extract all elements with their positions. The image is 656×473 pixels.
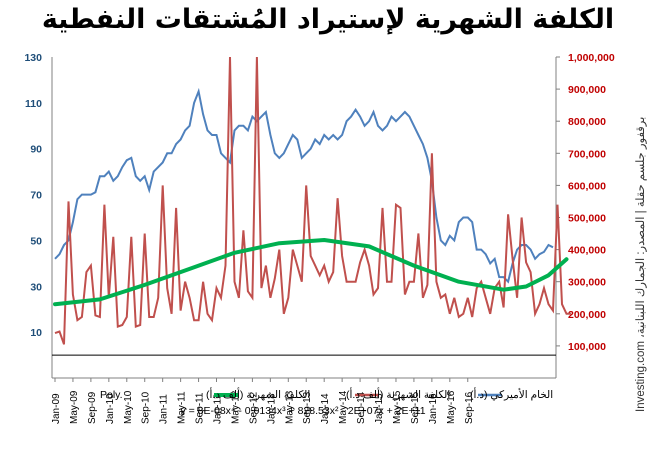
right-tick-label: 1,000,000: [568, 52, 615, 64]
left-tick-label: 70: [30, 190, 42, 202]
x-tick-label: May-16: [446, 390, 457, 424]
series-line-monthly-cost: [54, 56, 571, 345]
x-tick-label: Sep-09: [87, 391, 98, 424]
x-tick-label: Jan-11: [159, 394, 170, 424]
x-tick-label: Jan-12: [213, 393, 224, 424]
legend-label-poly: الكلفة الشهرية (ألف د.أ): [206, 387, 310, 401]
x-tick-label: May-10: [123, 390, 134, 424]
x-tick-label: Jan-10: [105, 393, 116, 424]
x-tick-label: Sep-11: [195, 392, 206, 424]
x-tick-label: Sep-15: [410, 391, 421, 424]
x-tick-label: May-15: [392, 390, 403, 424]
right-tick-label: 900,000: [568, 84, 606, 96]
x-tick-label: Sep-16: [464, 391, 475, 424]
x-tick-label: May-12: [230, 390, 241, 424]
legend-label-cost: الكلفة الشهرية (ألف د.أ): [346, 387, 450, 401]
legend: الخام الأميركي (د.أ) الكلفة الشهرية (ألف…: [100, 387, 553, 417]
right-tick-label: 800,000: [568, 116, 606, 128]
left-tick-label: 50: [30, 235, 42, 247]
x-tick-label: Jan-13: [266, 393, 277, 424]
left-tick-label: 110: [25, 98, 42, 110]
series-line-poly-trend: [53, 238, 569, 307]
right-tick-label: 400,000: [568, 245, 606, 257]
right-tick-label: 600,000: [568, 180, 606, 192]
left-tick-label: 10: [30, 327, 42, 339]
x-tick-label: May-14: [338, 390, 349, 424]
trendline-equation: y = 8E-08x⁴ - 0.0134x³ + 828.53x² - 2E+0…: [180, 405, 425, 417]
x-tick-label: Sep-13: [302, 391, 313, 424]
right-tick-label: 500,000: [568, 213, 606, 225]
legend-label-poly-suffix: Poly.: [100, 389, 123, 401]
legend-label-crude: الخام الأميركي (د.أ): [470, 387, 553, 401]
right-tick-label: 700,000: [568, 148, 606, 160]
right-axis: 100,000 200,000 300,000 400,000 500,000 600,0…: [556, 52, 615, 353]
right-tick-label: 200,000: [568, 309, 606, 321]
x-tick-label: May-13: [284, 390, 295, 424]
x-tick-label: Jan-16: [428, 393, 439, 424]
series-line-crude-oil: [54, 87, 554, 284]
left-axis: 10 30 50 70 90 110 130: [24, 52, 42, 339]
x-tick-label: Sep-12: [248, 391, 259, 424]
x-tick-label: May-11: [177, 391, 188, 424]
x-tick-label: Jan-09: [51, 393, 62, 424]
x-axis: Jan-09 May-09 Sep-09 Jan-10 May-10 Sep-10 Jan-…: [51, 378, 475, 424]
chart-title: الكلفة الشهرية لإستيراد المُشتقات النفطي…: [41, 4, 615, 35]
right-tick-label: 100,000: [568, 341, 606, 353]
left-tick-label: 30: [30, 281, 42, 293]
left-tick-label: 90: [30, 144, 42, 156]
x-tick-label: May-09: [69, 390, 80, 424]
x-tick-label: Sep-14: [356, 391, 367, 424]
x-tick-label: Sep-10: [141, 391, 152, 424]
left-tick-label: 130: [24, 52, 42, 64]
x-tick-label: Jan-14: [320, 393, 331, 424]
x-tick-label: Jan-15: [374, 393, 385, 424]
right-tick-label: 300,000: [568, 277, 606, 289]
